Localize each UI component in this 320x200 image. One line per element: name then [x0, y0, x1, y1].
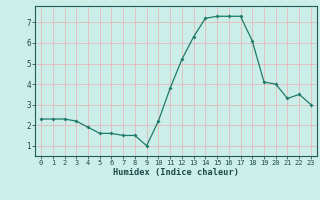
X-axis label: Humidex (Indice chaleur): Humidex (Indice chaleur)	[113, 168, 239, 177]
